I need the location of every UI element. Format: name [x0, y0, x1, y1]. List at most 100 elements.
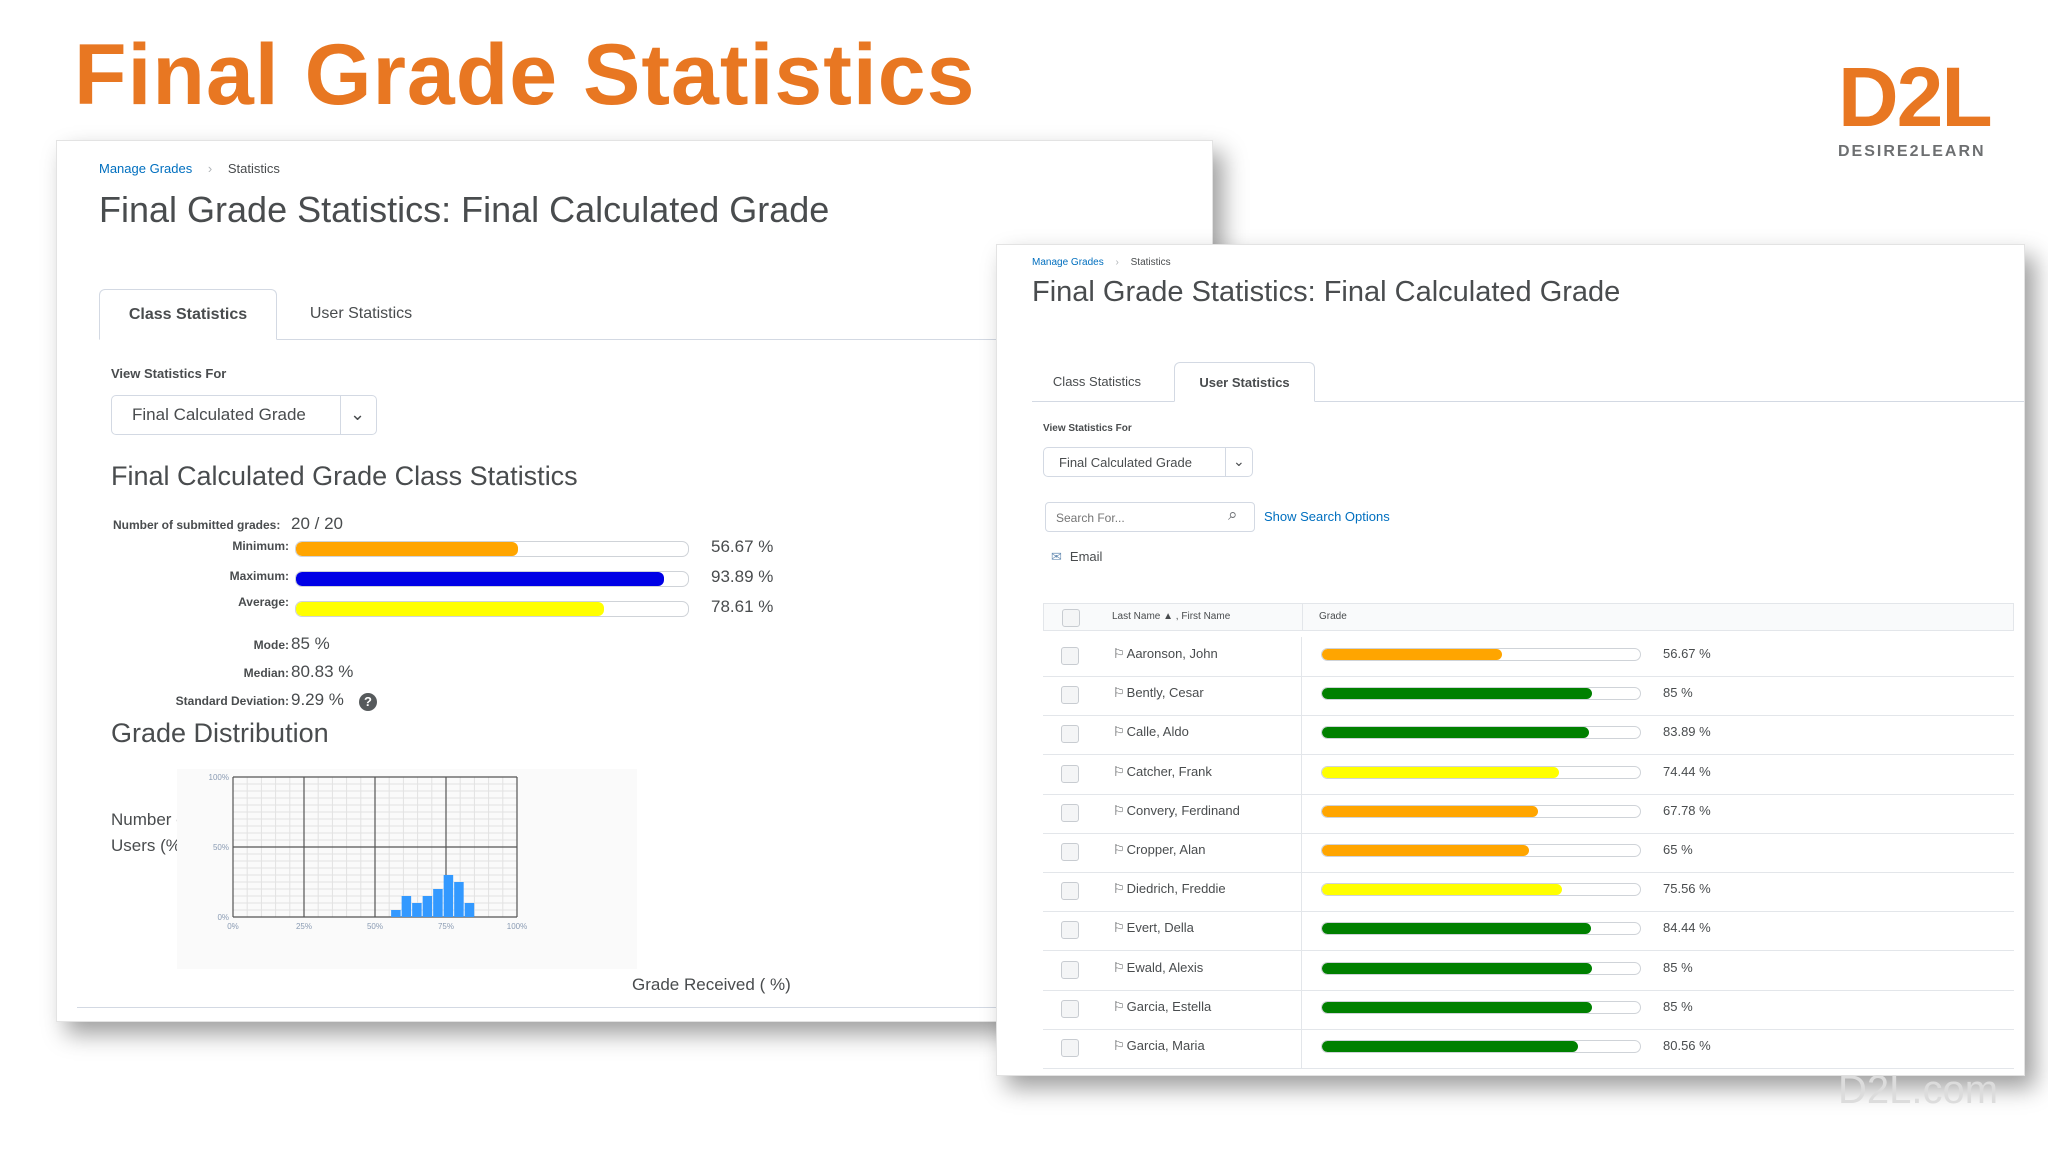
select-value: Final Calculated Grade — [132, 405, 306, 424]
user-name: Diedrich, Freddie — [1126, 881, 1226, 896]
histogram-bar — [454, 882, 464, 917]
histogram-bar — [443, 875, 454, 917]
row-checkbox[interactable] — [1061, 725, 1079, 743]
stat-bar-fill — [296, 602, 605, 616]
question-circle-icon[interactable]: ? — [359, 693, 377, 711]
grade-bar-track — [1321, 844, 1641, 857]
grade-value: 85 % — [1663, 999, 1693, 1014]
search-input[interactable] — [1054, 507, 1218, 529]
tab-user-statistics[interactable]: User Statistics — [309, 305, 413, 322]
user-name-link[interactable]: ⚐ Evert, Della — [1113, 920, 1194, 936]
column-divider — [1301, 872, 1302, 911]
column-header-name[interactable]: Last Name ▲ , First Name — [1112, 611, 1231, 622]
breadcrumb-manage-grades[interactable]: Manage Grades — [99, 161, 193, 176]
row-checkbox[interactable] — [1061, 921, 1079, 939]
stat-value: 56.67 % — [711, 537, 774, 556]
table-row: ⚐ Garcia, Estella 85 % — [1043, 990, 2014, 1030]
chart-y-axis-label: Number of Users (%) — [111, 810, 191, 855]
table-row: ⚐ Evert, Della 84.44 % — [1043, 911, 2014, 951]
email-button[interactable]: ✉ Email — [1051, 549, 1102, 565]
user-name: Catcher, Frank — [1126, 764, 1212, 779]
tab-user-statistics[interactable]: User Statistics — [1174, 362, 1315, 402]
user-name: Calle, Aldo — [1126, 724, 1189, 739]
table-row: ⚐ Bently, Cesar 85 % — [1043, 676, 2014, 716]
histogram-bar — [433, 889, 443, 917]
grade-value: 83.89 % — [1663, 724, 1711, 739]
view-statistics-label: View Statistics For — [111, 366, 227, 381]
grade-bar-track — [1321, 805, 1641, 818]
grade-bar-fill — [1322, 649, 1503, 660]
stat-bar-fill — [296, 572, 665, 586]
stat-label: Maximum: — [229, 569, 289, 583]
column-divider — [1301, 794, 1302, 833]
user-name-link[interactable]: ⚐ Convery, Ferdinand — [1113, 803, 1240, 819]
y-tick-label: 100% — [209, 773, 229, 782]
submitted-grades-value: 20 / 20 — [291, 514, 343, 533]
submitted-grades-label: Number of submitted grades: — [113, 518, 281, 532]
user-name: Evert, Della — [1126, 920, 1194, 935]
user-name: Cropper, Alan — [1126, 842, 1206, 857]
grade-bar-fill — [1322, 845, 1529, 856]
row-checkbox[interactable] — [1061, 882, 1079, 900]
user-name-link[interactable]: ⚐ Catcher, Frank — [1113, 764, 1212, 780]
mode-value: 85 % — [291, 634, 330, 653]
row-checkbox[interactable] — [1061, 647, 1079, 665]
grade-bar-track — [1321, 726, 1641, 739]
user-name-link[interactable]: ⚐ Ewald, Alexis — [1113, 960, 1203, 976]
grade-value: 80.56 % — [1663, 1038, 1711, 1053]
histogram-bar — [391, 910, 401, 917]
breadcrumb-current: Statistics — [227, 161, 280, 176]
grade-bar-fill — [1322, 767, 1559, 778]
mode-label: Mode: — [253, 638, 289, 652]
grade-item-select[interactable]: Final Calculated Grade ⌄ — [111, 395, 377, 435]
select-all-checkbox[interactable] — [1062, 609, 1080, 627]
grade-bar-fill — [1322, 884, 1563, 895]
row-checkbox[interactable] — [1061, 961, 1079, 979]
breadcrumb-chevron-icon: › — [1115, 257, 1119, 268]
logo-mark: D2L — [1838, 50, 1993, 144]
breadcrumb-manage-grades[interactable]: Manage Grades — [1032, 257, 1104, 268]
user-name-link[interactable]: ⚐ Diedrich, Freddie — [1113, 881, 1226, 897]
grade-bar-track — [1321, 962, 1641, 975]
column-divider — [1302, 604, 1303, 630]
user-name-link[interactable]: ⚐ Cropper, Alan — [1113, 842, 1205, 858]
row-checkbox[interactable] — [1061, 843, 1079, 861]
breadcrumb: Manage Grades › Statistics — [1032, 257, 1171, 268]
grade-bar-track — [1321, 883, 1641, 896]
user-name: Aaronson, John — [1126, 646, 1218, 661]
show-search-options-link[interactable]: Show Search Options — [1264, 509, 1390, 524]
grade-bar-track — [1321, 922, 1641, 935]
histogram-bar — [422, 896, 433, 917]
histogram-bar — [464, 903, 475, 917]
row-checkbox[interactable] — [1061, 804, 1079, 822]
row-checkbox[interactable] — [1061, 765, 1079, 783]
user-name-link[interactable]: ⚐ Bently, Cesar — [1113, 685, 1204, 701]
search-icon[interactable]: ⌕ — [1228, 505, 1238, 524]
column-divider — [1301, 833, 1302, 872]
stat-label: Minimum: — [232, 539, 289, 553]
grade-distribution-chart: 0% 50% 100% 0% 25% 50% 75% 100% — [177, 769, 637, 969]
median-label: Median: — [243, 666, 289, 680]
y-tick-label: 0% — [217, 913, 229, 922]
tab-class-statistics[interactable]: Class Statistics — [99, 289, 277, 340]
grade-bar-fill — [1322, 963, 1593, 974]
logo-subtitle: DESIRE2LEARN — [1838, 143, 1986, 160]
grade-bar-track — [1321, 1040, 1641, 1053]
row-checkbox[interactable] — [1061, 1039, 1079, 1057]
grade-bar-track — [1321, 1001, 1641, 1014]
grade-item-select[interactable]: Final Calculated Grade ⌄ — [1043, 447, 1253, 477]
user-name: Ewald, Alexis — [1126, 960, 1204, 975]
row-checkbox[interactable] — [1061, 686, 1079, 704]
row-checkbox[interactable] — [1061, 1000, 1079, 1018]
tab-class-statistics[interactable]: Class Statistics — [1052, 374, 1142, 389]
tab-bar — [1032, 401, 2024, 402]
x-tick-label: 100% — [507, 922, 527, 931]
stat-label: Average: — [238, 595, 289, 609]
column-divider — [1301, 755, 1302, 794]
user-name-link[interactable]: ⚐ Garcia, Maria — [1113, 1038, 1205, 1054]
user-name-link[interactable]: ⚐ Aaronson, John — [1113, 646, 1218, 662]
user-name-link[interactable]: ⚐ Garcia, Estella — [1113, 999, 1211, 1015]
stddev-value: 9.29 % — [291, 690, 344, 709]
grade-value: 74.44 % — [1663, 764, 1711, 779]
user-name-link[interactable]: ⚐ Calle, Aldo — [1113, 724, 1189, 740]
